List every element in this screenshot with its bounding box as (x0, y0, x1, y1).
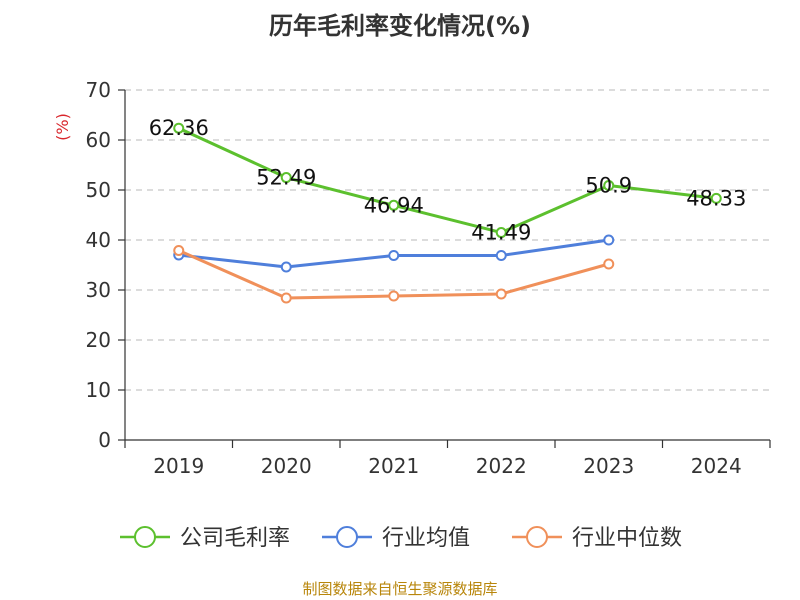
y-tick-label: 30 (86, 278, 111, 302)
data-label: 41.49 (471, 221, 531, 245)
data-point (173, 245, 185, 256)
legend-marker (336, 526, 358, 548)
y-axis-label: (%) (53, 113, 72, 141)
data-label: 46.94 (364, 193, 424, 217)
data-label: 50.9 (585, 174, 632, 198)
y-tick-label: 70 (86, 78, 111, 102)
x-tick-label: 2020 (261, 454, 312, 478)
y-tick-label: 40 (86, 228, 111, 252)
data-point (388, 290, 400, 302)
legend-marker (134, 526, 156, 548)
y-tick-label: 10 (86, 378, 111, 402)
data-point (388, 250, 400, 261)
axes: 0 10 20 30 40 50 60 70 2019 2020 2021 2022 2023 2024 (86, 78, 771, 478)
y-tick-label: 20 (86, 328, 111, 352)
gridlines (125, 89, 770, 391)
x-tick-label: 2023 (583, 454, 634, 478)
x-tick-label: 2024 (691, 454, 742, 478)
data-point (388, 199, 400, 211)
legend-label: 公司毛利率 (180, 526, 290, 551)
data-point (495, 250, 507, 261)
y-tick-label: 60 (86, 128, 111, 152)
data-point (173, 122, 185, 134)
data-point (603, 180, 615, 191)
data-label: 48.33 (686, 186, 746, 210)
x-tick-label: 2019 (153, 454, 204, 478)
x-tick-label: 2022 (476, 454, 527, 478)
data-point (603, 234, 615, 246)
legend[interactable]: 公司毛利率 行业均值 行业中位数 (120, 526, 682, 551)
chart-title: 历年毛利率变化情况(%) (269, 12, 531, 40)
data-point (710, 192, 722, 204)
x-tick-label: 2021 (368, 454, 419, 478)
data-point (495, 227, 507, 239)
data-labels: 62.36 52.49 46.94 41.49 50.9 48.33 (149, 116, 747, 244)
data-point (280, 261, 292, 273)
data-label: 62.36 (149, 116, 209, 140)
data-label: 52.49 (256, 166, 316, 190)
data-point (280, 172, 292, 184)
series-line (178, 126, 717, 235)
legend-label: 行业均值 (382, 526, 470, 551)
legend-label: 行业中位数 (572, 526, 682, 551)
source-note: 制图数据来自恒生聚源数据库 (302, 580, 498, 598)
data-point (495, 288, 507, 300)
data-point (603, 258, 615, 270)
legend-marker (526, 526, 548, 548)
y-tick-label: 0 (98, 428, 111, 452)
series-lines (173, 122, 722, 304)
data-point (280, 292, 292, 304)
y-tick-label: 50 (86, 178, 111, 202)
